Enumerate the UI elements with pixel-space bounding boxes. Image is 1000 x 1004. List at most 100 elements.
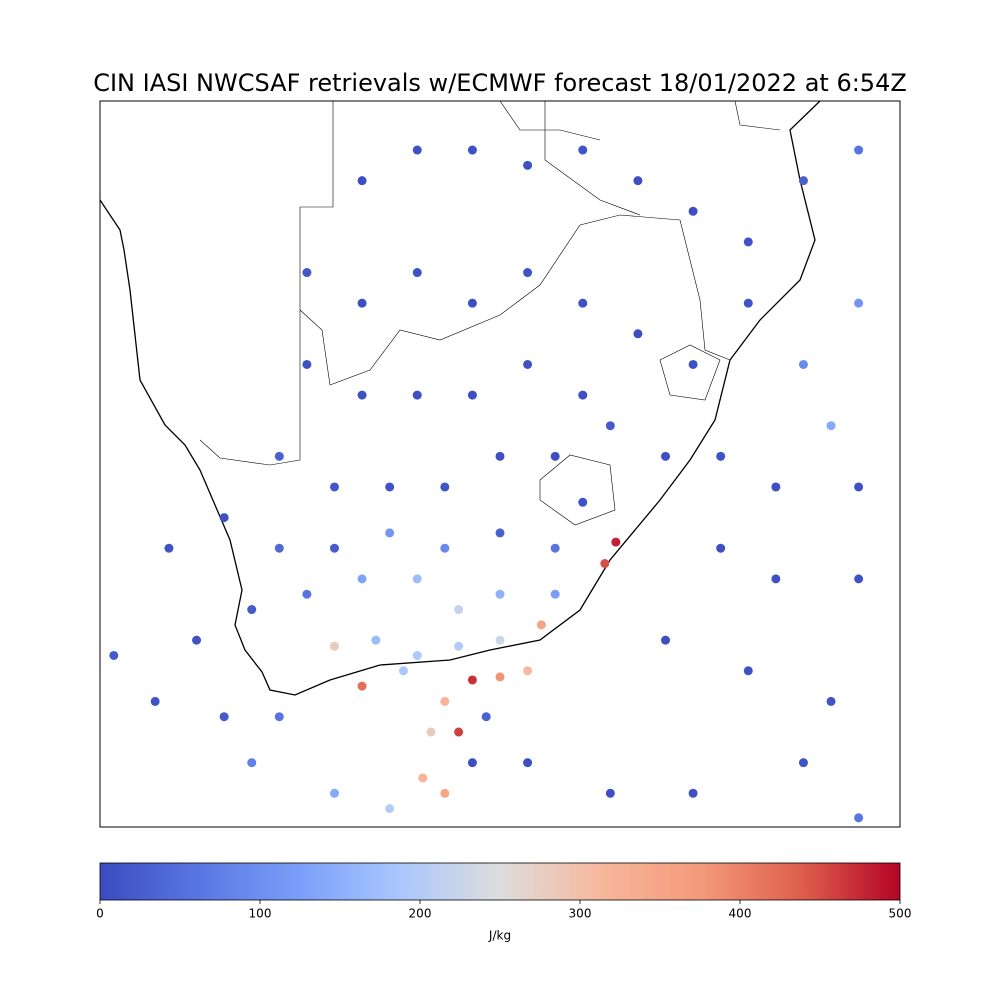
retrieval-point	[854, 298, 864, 308]
retrieval-point	[495, 672, 505, 682]
retrieval-point	[495, 451, 505, 461]
map-frame	[99, 100, 901, 828]
retrieval-point	[523, 160, 533, 170]
retrieval-point	[385, 482, 395, 492]
retrieval-point	[467, 145, 477, 155]
retrieval-point	[633, 329, 643, 339]
retrieval-point	[385, 804, 395, 814]
retrieval-point	[743, 298, 753, 308]
retrieval-point	[495, 635, 505, 645]
retrieval-point	[688, 359, 698, 369]
retrieval-point	[385, 528, 395, 538]
map-title: CIN IASI NWCSAF retrievals w/ECMWF forec…	[93, 69, 907, 97]
retrieval-point	[329, 788, 339, 798]
retrieval-point	[440, 696, 450, 706]
retrieval-point	[688, 788, 698, 798]
retrieval-point	[329, 482, 339, 492]
retrieval-point	[600, 559, 610, 569]
retrieval-point	[329, 641, 339, 651]
retrieval-point	[798, 176, 808, 186]
map-base	[100, 101, 821, 696]
retrieval-point	[826, 421, 836, 431]
retrieval-point	[412, 145, 422, 155]
retrieval-point	[550, 543, 560, 553]
retrieval-point	[536, 620, 546, 630]
retrieval-point	[109, 650, 119, 660]
retrieval-point	[150, 696, 160, 706]
retrieval-point	[523, 359, 533, 369]
retrieval-point	[495, 528, 505, 538]
retrieval-point	[661, 451, 671, 461]
retrieval-point	[523, 758, 533, 768]
retrieval-point	[440, 788, 450, 798]
retrieval-point	[716, 543, 726, 553]
retrieval-point	[247, 758, 257, 768]
retrieval-point	[854, 813, 864, 823]
colorbar-tick-label: 200	[409, 907, 432, 921]
retrieval-point	[329, 543, 339, 553]
colorbar	[99, 862, 901, 901]
retrieval-point	[743, 666, 753, 676]
retrieval-point	[454, 641, 464, 651]
retrieval-point	[578, 497, 588, 507]
colorbar-tick-label: 500	[889, 907, 912, 921]
colorbar-tick-label: 300	[569, 907, 592, 921]
retrieval-point	[798, 758, 808, 768]
retrieval-point	[302, 359, 312, 369]
retrieval-point	[164, 543, 174, 553]
retrieval-point	[412, 650, 422, 660]
retrieval-point	[467, 675, 477, 685]
retrieval-point	[302, 268, 312, 278]
retrieval-point	[219, 712, 229, 722]
retrieval-point	[357, 681, 367, 691]
retrieval-point	[398, 666, 408, 676]
retrieval-point	[440, 543, 450, 553]
colorbar-tick-label: 400	[729, 907, 752, 921]
retrieval-point	[550, 589, 560, 599]
retrieval-point	[481, 712, 491, 722]
retrieval-point	[716, 451, 726, 461]
retrieval-point	[412, 574, 422, 584]
retrieval-point	[743, 237, 753, 247]
retrieval-point	[826, 696, 836, 706]
retrieval-point	[578, 390, 588, 400]
retrieval-point	[467, 298, 477, 308]
retrieval-point	[523, 666, 533, 676]
retrieval-point	[467, 758, 477, 768]
retrieval-point	[454, 727, 464, 737]
retrieval-point	[633, 176, 643, 186]
retrieval-point	[771, 574, 781, 584]
retrieval-point	[661, 635, 671, 645]
retrieval-point	[605, 788, 615, 798]
colorbar-tick-label: 0	[96, 907, 104, 921]
retrieval-point	[302, 589, 312, 599]
retrieval-point	[418, 773, 428, 783]
retrieval-point	[357, 176, 367, 186]
retrieval-point	[854, 145, 864, 155]
retrieval-point	[578, 298, 588, 308]
coastline	[100, 101, 821, 696]
country-borders	[199, 101, 781, 526]
retrieval-point	[771, 482, 781, 492]
retrieval-point	[274, 451, 284, 461]
retrieval-point	[192, 635, 202, 645]
colorbar-label: J/kg	[488, 929, 511, 943]
retrieval-point	[371, 635, 381, 645]
retrieval-point	[274, 543, 284, 553]
retrieval-point	[605, 421, 615, 431]
points-layer	[109, 145, 864, 823]
retrieval-point	[440, 482, 450, 492]
retrieval-point	[357, 574, 367, 584]
retrieval-point	[357, 298, 367, 308]
retrieval-point	[247, 605, 257, 615]
retrieval-point	[454, 605, 464, 615]
retrieval-point	[412, 268, 422, 278]
retrieval-point	[467, 390, 477, 400]
retrieval-point	[688, 206, 698, 216]
retrieval-point	[798, 359, 808, 369]
retrieval-point	[426, 727, 436, 737]
retrieval-point	[412, 390, 422, 400]
retrieval-point	[357, 390, 367, 400]
retrieval-point	[550, 451, 560, 461]
retrieval-point	[274, 712, 284, 722]
